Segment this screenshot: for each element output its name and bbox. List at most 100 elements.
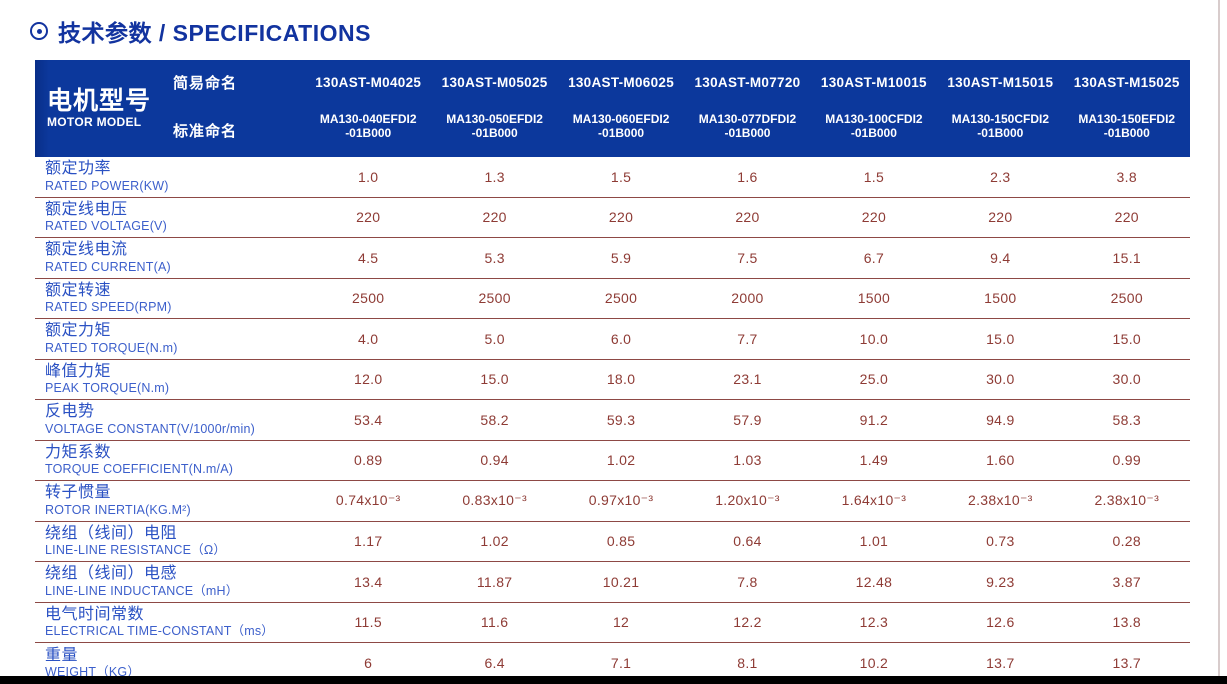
value-cell: 11.5 (354, 614, 382, 631)
value-cell: 59.3 (606, 411, 636, 428)
table-row: 绕组（线间）电阻 LINE-LINE RESISTANCE（Ω） 1.17 1.02 0… (35, 522, 1190, 562)
table-row: 转子惯量 ROTOR INERTIA(KG.M²) 0.74x10⁻³ 0.83x10… (35, 481, 1190, 522)
value-cell: 10.21 (602, 573, 640, 590)
row-label-zh: 重量 (45, 646, 79, 664)
simple-naming-label: 简易命名 (173, 74, 238, 92)
row-label: 额定转速 RATED SPEED(RPM) (35, 282, 305, 315)
value-cell: 1.49 (859, 452, 889, 469)
value-cell: 6.0 (610, 330, 632, 347)
row-label: 额定线电压 RATED VOLTAGE(V) (35, 201, 305, 234)
row-label-en: WEIGHT（KG） (45, 665, 141, 680)
row-values: 220 220 220 220 220 220 220 (305, 209, 1190, 225)
value-cell: 0.74x10⁻³ (335, 492, 401, 509)
row-values: 4.0 5.0 6.0 7.7 10.0 15.0 15.0 (305, 331, 1190, 347)
table-row: 绕组（线间）电感 LINE-LINE INDUCTANCE（mH） 13.4 11.8… (35, 562, 1190, 603)
value-cell: 220 (356, 209, 381, 226)
value-cell: 1.02 (480, 533, 509, 550)
value-cell: 53.4 (353, 411, 383, 428)
value-cell: 25.0 (859, 371, 889, 388)
naming-labels: 简易命名 标准命名 (155, 60, 305, 157)
row-label-zh: 转子惯量 (45, 484, 112, 502)
row-label-zh: 电气时间常数 (45, 605, 145, 623)
row-label-en: RATED CURRENT(A) (45, 259, 171, 274)
model-standard-line2: -01B000 (724, 125, 771, 140)
table-row: 重量 WEIGHT（KG） 6 6.4 7.1 8.1 10.2 13.7 13.7 (35, 643, 1190, 684)
model-standard-name: MA130-050EFDI2 -01B000 (431, 104, 557, 157)
value-cell: 1.5 (610, 168, 632, 185)
table-row: 力矩系数 TORQUE COEFFICIENT(N.m/A) 0.89 0.94 1.0… (35, 441, 1190, 481)
value-cell: 15.0 (1112, 330, 1141, 347)
value-cell: 0.64 (733, 533, 762, 550)
page-title-text: 技术参数 / SPECIFICATIONS (58, 20, 371, 46)
value-cell: 3.8 (1116, 168, 1137, 185)
row-label-en: RATED VOLTAGE(V) (45, 219, 167, 234)
value-cell: 12.0 (353, 371, 383, 388)
value-cell: 57.9 (733, 411, 762, 428)
model-column: 130AST-M04025 MA130-040EFDI2 -01B000 (305, 60, 431, 157)
model-simple-name: 130AST-M07720 (694, 74, 801, 90)
row-label-en: RATED SPEED(RPM) (45, 300, 172, 315)
row-values: 12.0 15.0 18.0 23.1 25.0 30.0 30.0 (305, 371, 1190, 387)
row-label: 峰值力矩 PEAK TORQUE(N.m) (35, 363, 305, 396)
model-standard-name: MA130-040EFDI2 -01B000 (305, 104, 431, 157)
value-cell: 3.87 (1112, 573, 1141, 590)
model-column: 130AST-M15015 MA130-150CFDI2 -01B000 (937, 60, 1063, 157)
value-cell: 12.48 (855, 573, 893, 590)
value-cell: 220 (482, 209, 507, 226)
value-cell: 0.73 (986, 533, 1015, 550)
value-cell: 18.0 (606, 371, 636, 388)
row-values: 1.0 1.3 1.5 1.6 1.5 2.3 3.8 (305, 169, 1190, 185)
row-values: 13.4 11.87 10.21 7.8 12.48 9.23 3.87 (305, 574, 1190, 590)
row-label-zh: 额定力矩 (45, 322, 112, 340)
value-cell: 15.1 (1112, 249, 1141, 266)
row-label-en: LINE-LINE RESISTANCE（Ω） (45, 543, 227, 558)
value-cell: 0.89 (353, 452, 383, 469)
value-cell: 220 (1114, 209, 1139, 226)
model-standard-line1: MA130-050EFDI2 (446, 111, 543, 126)
value-cell: 10.0 (859, 330, 889, 347)
value-cell: 9.23 (986, 573, 1015, 590)
table-row: 电气时间常数 ELECTRICAL TIME-CONSTANT（ms） 11.5 11… (35, 603, 1190, 643)
value-cell: 6.7 (863, 249, 885, 266)
page-title: 技术参数 / SPECIFICATIONS (30, 14, 371, 48)
value-cell: 0.83x10⁻³ (462, 492, 527, 509)
model-standard-line1: MA130-040EFDI2 (319, 111, 417, 126)
row-label-en: ELECTRICAL TIME-CONSTANT（ms） (45, 624, 274, 639)
value-cell: 13.7 (986, 655, 1015, 672)
value-cell: 23.1 (733, 371, 762, 388)
value-cell: 2500 (1110, 290, 1143, 307)
model-column: 130AST-M07720 MA130-077DFDI2 -01B000 (684, 60, 810, 157)
value-cell: 2.3 (990, 168, 1011, 185)
model-standard-line2: -01B000 (598, 125, 645, 140)
row-label: 额定功率 RATED POWER(KW) (35, 160, 305, 193)
table-row: 额定线电压 RATED VOLTAGE(V) 220 220 220 220 220 220 2… (35, 198, 1190, 238)
value-cell: 12.6 (986, 614, 1015, 631)
specifications-table: 电机型号 MOTOR MODEL 简易命名 标准命名 130AST-M04025… (35, 60, 1190, 684)
value-cell: 7.7 (737, 330, 758, 347)
value-cell: 2500 (604, 290, 638, 307)
value-cell: 12.3 (859, 614, 889, 631)
table-row: 额定力矩 RATED TORQUE(N.m) 4.0 5.0 6.0 7.7 10.0 15.… (35, 319, 1190, 360)
value-cell: 30.0 (1112, 371, 1141, 388)
value-cell: 0.28 (1112, 533, 1141, 550)
row-values: 6 6.4 7.1 8.1 10.2 13.7 13.7 (305, 655, 1190, 671)
model-standard-line1: MA130-100CFDI2 (825, 111, 923, 126)
value-cell: 5.3 (484, 249, 505, 266)
value-cell: 220 (735, 209, 760, 226)
row-values: 4.5 5.3 5.9 7.5 6.7 9.4 15.1 (305, 250, 1190, 266)
model-columns: 130AST-M04025 MA130-040EFDI2 -01B000 130AST… (305, 60, 1190, 157)
value-cell: 2.38x10⁻³ (1094, 492, 1160, 509)
bottom-black-bar (0, 676, 1227, 684)
model-column: 130AST-M15025 MA130-150EFDI2 -01B000 (1064, 60, 1190, 157)
right-page-border (1218, 0, 1220, 684)
row-label: 绕组（线间）电感 LINE-LINE INDUCTANCE（mH） (35, 565, 305, 598)
row-label-zh: 额定线电流 (45, 241, 128, 259)
model-column: 130AST-M06025 MA130-060EFDI2 -01B000 (558, 60, 684, 157)
model-simple-name: 130AST-M10015 (820, 74, 927, 90)
value-cell: 2500 (478, 290, 511, 307)
model-standard-name: MA130-060EFDI2 -01B000 (558, 104, 684, 157)
row-label: 反电势 VOLTAGE CONSTANT(V/1000r/min) (35, 403, 305, 436)
row-label-zh: 力矩系数 (45, 443, 112, 461)
value-cell: 15.0 (986, 330, 1015, 347)
model-simple-name: 130AST-M04025 (315, 74, 422, 90)
